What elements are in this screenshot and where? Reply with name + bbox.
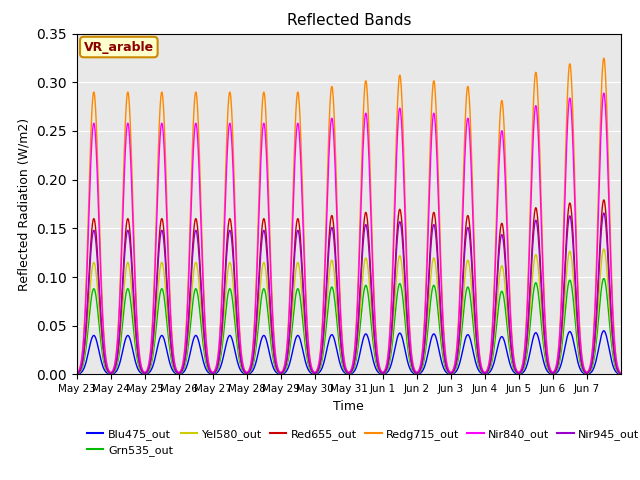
Nir840_out <box>582 369 589 375</box>
Yel580_out <box>582 371 589 376</box>
Grn535_out <box>73 371 81 377</box>
Line: Blu475_out: Blu475_out <box>77 331 621 374</box>
Nir945_out <box>73 371 81 377</box>
Grn535_out <box>448 371 456 376</box>
X-axis label: Time: Time <box>333 400 364 413</box>
Red655_out <box>351 354 359 360</box>
Blu475_out <box>170 370 178 375</box>
Redg715_out <box>73 371 81 376</box>
Red655_out <box>600 197 607 203</box>
Nir840_out <box>448 369 456 375</box>
Nir945_out <box>448 370 456 376</box>
Nir945_out <box>83 312 91 318</box>
Line: Redg715_out: Redg715_out <box>77 58 621 373</box>
Nir840_out <box>170 358 178 363</box>
Yel580_out <box>319 348 326 353</box>
Grn535_out <box>600 276 607 281</box>
Title: Reflected Bands: Reflected Bands <box>287 13 411 28</box>
Yel580_out <box>83 325 91 331</box>
Nir945_out <box>600 210 607 216</box>
Redg715_out <box>319 312 326 317</box>
Red655_out <box>617 371 625 377</box>
Blu475_out <box>600 328 607 334</box>
Blu475_out <box>448 371 456 377</box>
Grn535_out <box>582 371 589 376</box>
Redg715_out <box>83 255 91 261</box>
Nir840_out <box>600 90 607 96</box>
Grn535_out <box>83 336 91 342</box>
Blu475_out <box>73 372 81 377</box>
Nir945_out <box>170 364 178 370</box>
Yel580_out <box>73 371 81 377</box>
Nir840_out <box>83 268 91 274</box>
Redg715_out <box>448 369 456 375</box>
Red655_out <box>83 307 91 313</box>
Line: Grn535_out: Grn535_out <box>77 278 621 374</box>
Nir840_out <box>73 371 81 376</box>
Red655_out <box>582 370 589 376</box>
Yel580_out <box>448 371 456 376</box>
Blu475_out <box>319 363 326 369</box>
Legend: Blu475_out, Grn535_out, Yel580_out, Red655_out, Redg715_out, Nir840_out, Nir945_: Blu475_out, Grn535_out, Yel580_out, Red6… <box>83 424 640 460</box>
Red655_out <box>170 363 178 369</box>
Nir945_out <box>617 371 625 377</box>
Red655_out <box>448 370 456 376</box>
Grn535_out <box>319 353 326 359</box>
Nir840_out <box>319 318 326 324</box>
Redg715_out <box>617 370 625 376</box>
Nir945_out <box>351 355 359 361</box>
Yel580_out <box>351 359 359 364</box>
Blu475_out <box>617 372 625 377</box>
Blu475_out <box>582 371 589 377</box>
Red655_out <box>319 338 326 344</box>
Redg715_out <box>582 369 589 374</box>
Blu475_out <box>83 356 91 361</box>
Yel580_out <box>617 371 625 377</box>
Redg715_out <box>351 339 359 345</box>
Nir840_out <box>351 343 359 348</box>
Yel580_out <box>170 365 178 371</box>
Grn535_out <box>617 371 625 377</box>
Line: Nir945_out: Nir945_out <box>77 213 621 374</box>
Nir945_out <box>319 341 326 347</box>
Y-axis label: Reflected Radiation (W/m2): Reflected Radiation (W/m2) <box>18 118 31 290</box>
Grn535_out <box>170 367 178 372</box>
Redg715_out <box>600 55 607 61</box>
Redg715_out <box>170 356 178 362</box>
Line: Yel580_out: Yel580_out <box>77 249 621 374</box>
Nir945_out <box>582 370 589 376</box>
Yel580_out <box>600 246 607 252</box>
Text: VR_arable: VR_arable <box>84 40 154 54</box>
Red655_out <box>73 371 81 377</box>
Blu475_out <box>351 367 359 373</box>
Nir840_out <box>617 371 625 376</box>
Grn535_out <box>351 361 359 367</box>
Line: Red655_out: Red655_out <box>77 200 621 374</box>
Line: Nir840_out: Nir840_out <box>77 93 621 373</box>
